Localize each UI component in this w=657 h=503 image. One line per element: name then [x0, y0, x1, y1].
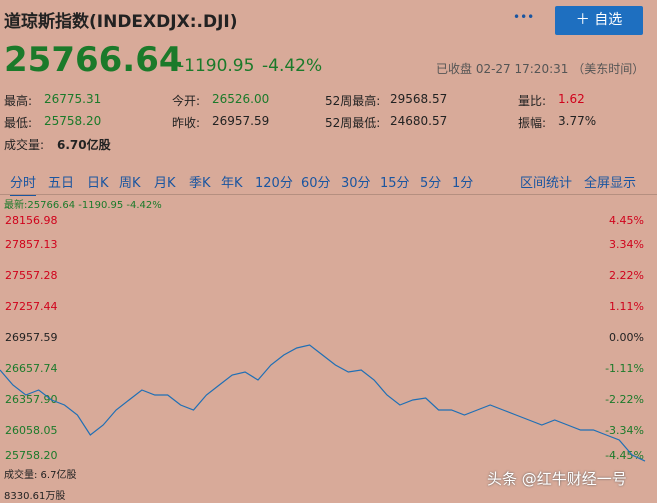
tab[interactable]: 5分 [420, 176, 442, 191]
stat-value: 26957.59 [212, 114, 270, 128]
y-tick-label: 26357.90 [5, 393, 58, 406]
stat-label: 成交量: [4, 138, 45, 152]
y-tick-label: 27857.13 [5, 238, 58, 251]
stat-label: 最低: [4, 116, 33, 130]
stat-label: 最高: [4, 94, 33, 108]
more-button[interactable]: ••• [513, 10, 535, 24]
stat-value: 26526.00 [212, 92, 270, 106]
chart-subtitle: 最新:25766.64 -1190.95 -4.42% [4, 200, 162, 211]
tab[interactable]: 周K [119, 176, 141, 191]
tab[interactable]: 日K [87, 176, 109, 191]
y2-tick-label: 2.22% [609, 269, 644, 282]
plus-icon: ＋ [575, 12, 590, 28]
stat-value: 24680.57 [390, 114, 448, 128]
y2-tick-label: 0.00% [609, 331, 644, 344]
stat-label: 昨收: [172, 116, 201, 130]
stat-label: 振幅: [518, 116, 547, 130]
volume-label: 成交量: 6.7亿股 [4, 470, 77, 481]
add-watch-button[interactable]: ＋ 自选 [555, 6, 643, 35]
tab[interactable]: 分时 [10, 172, 37, 196]
stat-label: 52周最低: [325, 116, 381, 130]
tab[interactable]: 月K [154, 176, 176, 191]
tool[interactable]: 区间统计 [520, 176, 573, 191]
tab[interactable]: 五日 [48, 176, 75, 191]
stat-value: 3.77% [558, 114, 597, 128]
stat-label: 量比: [518, 94, 547, 108]
watermark: 头条 @红牛财经一号 [487, 470, 627, 488]
y-tick-label: 28156.98 [5, 214, 58, 227]
y-tick-label: 26058.05 [5, 424, 58, 437]
y-tick-label: 26957.59 [5, 331, 58, 344]
y2-tick-label: -4.45% [605, 449, 644, 462]
change: -1190.95 [178, 56, 255, 76]
change-pct: -4.42% [262, 56, 323, 76]
y2-tick-label: 3.34% [609, 238, 644, 251]
title: 道琼斯指数(INDEXDJX:.DJI) [4, 12, 238, 32]
status: 已收盘 02-27 17:20:31 （美东时间） [436, 62, 645, 76]
tab[interactable]: 15分 [380, 176, 410, 191]
tool[interactable]: 全屏显示 [584, 176, 637, 191]
y-tick-label: 26657.74 [5, 362, 58, 375]
y-tick-label: 27257.44 [5, 300, 58, 313]
tab[interactable]: 60分 [301, 176, 331, 191]
y2-tick-label: -1.11% [605, 362, 644, 375]
tab[interactable]: 年K [221, 176, 243, 191]
y-tick-label: 27557.28 [5, 269, 58, 282]
button-label: 自选 [594, 12, 623, 28]
volume-max: 8330.61万股 [4, 491, 66, 502]
y-tick-label: 25758.20 [5, 449, 58, 462]
y2-tick-label: -2.22% [605, 393, 644, 406]
y2-tick-label: 4.45% [609, 214, 644, 227]
divider [0, 194, 657, 195]
tab[interactable]: 1分 [452, 176, 474, 191]
tab[interactable]: 30分 [341, 176, 371, 191]
stat-value: 25758.20 [44, 114, 102, 128]
stat-value: 29568.57 [390, 92, 448, 106]
stat-label: 今开: [172, 94, 201, 108]
y2-tick-label: -3.34% [605, 424, 644, 437]
stat-value: 1.62 [558, 92, 585, 106]
y2-tick-label: 1.11% [609, 300, 644, 313]
stat-label: 52周最高: [325, 94, 381, 108]
tab[interactable]: 季K [189, 176, 211, 191]
stat-value: 26775.31 [44, 92, 102, 106]
stat-value: 6.70亿股 [57, 138, 111, 152]
tab[interactable]: 120分 [255, 176, 293, 191]
price: 25766.64 [4, 40, 183, 80]
price-line [0, 344, 646, 462]
